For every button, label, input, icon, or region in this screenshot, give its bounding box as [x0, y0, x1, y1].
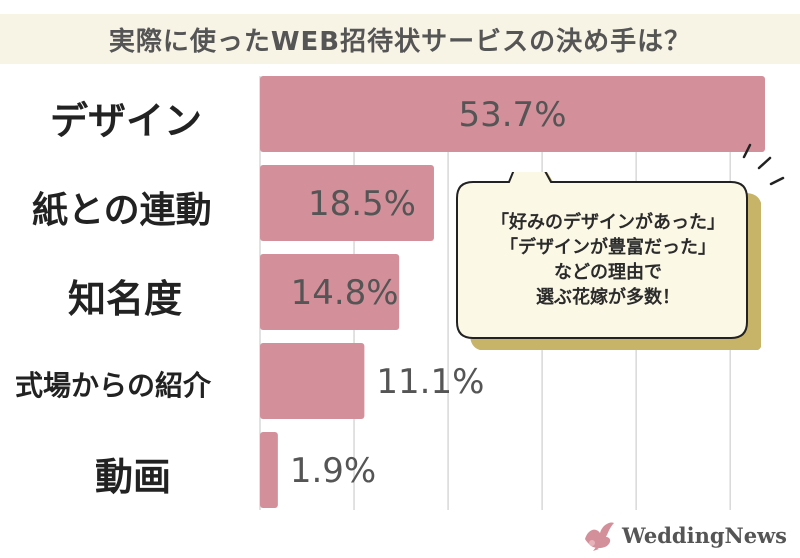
logo: WeddingNews	[582, 518, 787, 552]
title-band: 実際に使ったWEB招待状サービスの決め手は？	[0, 14, 800, 64]
bar	[260, 432, 278, 508]
value-labels: 53.7% 18.5% 14.8% 11.1% 1.9%	[290, 95, 567, 491]
callout-bubble	[456, 172, 761, 350]
category-label: 紙との連動	[32, 189, 212, 231]
bar	[260, 165, 434, 241]
dove-icon	[585, 522, 614, 551]
emphasis-marks	[742, 143, 785, 186]
bars	[260, 76, 765, 508]
callout-line: 選ぶ花嫁が多数！	[536, 287, 680, 308]
value-label: 14.8%	[291, 273, 399, 313]
category-label: デザイン	[50, 99, 203, 144]
bar	[260, 343, 365, 419]
callout-line: などの理由で	[554, 262, 662, 283]
logo-text: WeddingNews	[622, 522, 787, 548]
chart-title: 実際に使ったWEB招待状サービスの決め手は？	[108, 26, 692, 57]
category-label: 動画	[95, 455, 172, 500]
value-label: 53.7%	[458, 95, 566, 135]
value-label: 18.5%	[308, 184, 416, 224]
value-label: 1.9%	[290, 451, 376, 491]
category-label: 式場からの紹介	[15, 368, 212, 402]
callout-text: 「好みのデザインがあった」 「デザインが豊富だった」 などの理由で 選ぶ花嫁が多…	[455, 210, 761, 310]
bar	[260, 76, 765, 152]
bar	[260, 254, 400, 330]
callout-line: 「好みのデザインがあった」	[491, 212, 725, 233]
callout-line: 「デザインが豊富だった」	[500, 237, 716, 258]
category-label: 知名度	[68, 277, 183, 322]
value-label: 11.1%	[376, 362, 484, 402]
